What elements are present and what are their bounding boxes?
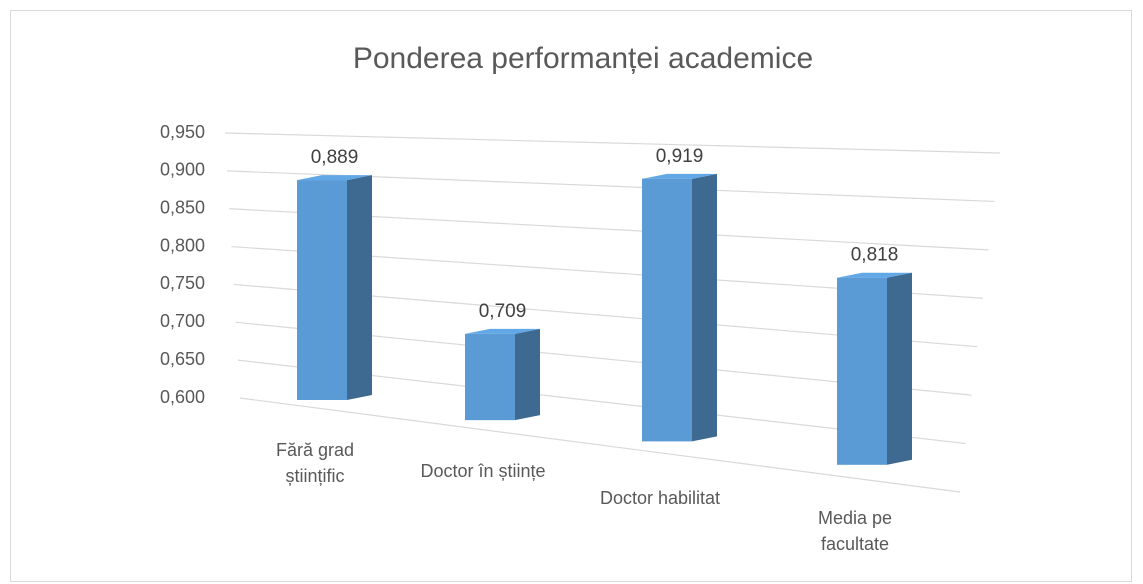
bar-top — [297, 175, 372, 181]
bar-top — [642, 173, 717, 179]
x-tick-label: Fără grad științific — [275, 440, 355, 486]
bar-side — [692, 173, 717, 442]
data-label: 0,818 — [851, 245, 899, 266]
data-label: 0,709 — [479, 301, 527, 322]
x-tick-label: Doctor în științe — [420, 461, 546, 481]
grid-line — [239, 397, 961, 493]
data-label: 0,889 — [311, 147, 359, 168]
bar — [297, 180, 347, 400]
y-tick-label: 0,950 — [160, 122, 205, 142]
data-label: 0,919 — [656, 146, 704, 167]
y-tick-label: 0,750 — [160, 273, 205, 293]
grid-line — [224, 132, 1001, 154]
x-tick-label: Media pe facultate — [817, 508, 893, 554]
bar — [837, 277, 887, 465]
y-tick-label: 0,900 — [160, 160, 205, 180]
bar — [642, 178, 692, 442]
y-tick-label: 0,700 — [160, 311, 205, 331]
bar-top — [465, 328, 540, 334]
x-tick-label: Doctor habilitat — [599, 488, 721, 508]
y-tick-label: 0,600 — [160, 387, 205, 407]
bar-side — [347, 175, 372, 400]
y-tick-label: 0,800 — [160, 235, 205, 255]
bar-side — [887, 272, 912, 465]
chart-title: Ponderea performanței academice — [353, 42, 813, 75]
bar-top — [837, 272, 912, 278]
bar-side — [515, 328, 540, 421]
y-tick-label: 0,650 — [160, 349, 205, 369]
bar — [465, 333, 515, 421]
chart-frame — [10, 10, 1132, 582]
y-tick-label: 0,850 — [160, 197, 205, 217]
